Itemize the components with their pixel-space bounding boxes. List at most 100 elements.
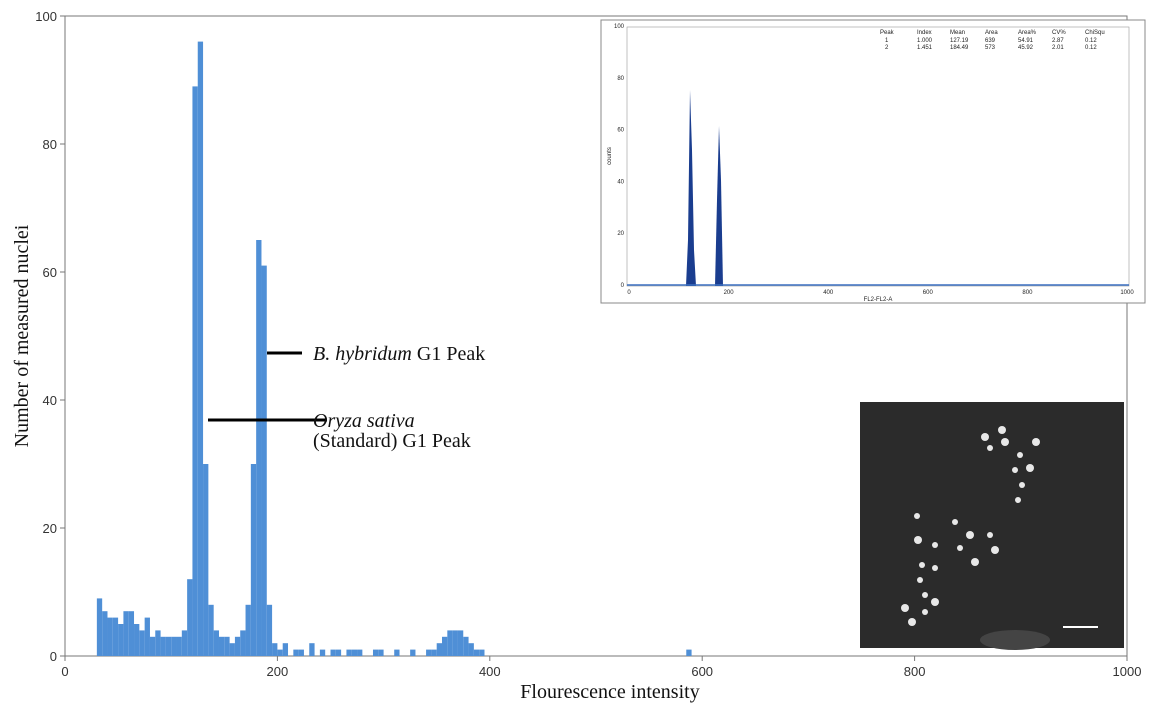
bar xyxy=(394,650,399,656)
bar xyxy=(256,240,261,656)
bar xyxy=(442,637,447,656)
inset-header: Area% xyxy=(1018,30,1037,36)
inset-cell: 639 xyxy=(985,38,996,44)
inset-y-tick: 20 xyxy=(617,231,624,237)
bar xyxy=(145,618,150,656)
inset-x-tick: 800 xyxy=(1022,290,1033,296)
x-tick-label: 1000 xyxy=(1113,664,1142,679)
bar xyxy=(166,637,171,656)
bar xyxy=(230,643,235,656)
annotation-text: G1 Peak xyxy=(417,343,485,365)
inset-cell: 45.92 xyxy=(1018,45,1034,51)
inset-cell: 1.451 xyxy=(917,45,933,51)
bar xyxy=(203,464,208,656)
bar xyxy=(331,650,336,656)
bar xyxy=(437,643,442,656)
bar xyxy=(224,637,229,656)
inset-x-tick: 400 xyxy=(823,290,834,296)
bar xyxy=(474,650,479,656)
inset-cell: 54.91 xyxy=(1018,38,1034,44)
inset-cell: 127.19 xyxy=(950,38,969,44)
bar xyxy=(246,605,251,656)
bar xyxy=(458,630,463,656)
bar xyxy=(447,630,452,656)
bar xyxy=(198,42,203,656)
annotation: B. hybridum G1 Peak xyxy=(313,343,485,365)
bar xyxy=(171,637,176,656)
x-axis-label: Flourescence intensity xyxy=(520,681,699,703)
bar xyxy=(182,630,187,656)
bar xyxy=(267,605,272,656)
bar xyxy=(134,624,139,656)
bar xyxy=(431,650,436,656)
bar xyxy=(410,650,415,656)
bar xyxy=(293,650,298,656)
bar xyxy=(97,598,102,656)
bar xyxy=(240,630,245,656)
bar xyxy=(309,643,314,656)
bar xyxy=(192,86,197,656)
bar xyxy=(123,611,128,656)
bar xyxy=(346,650,351,656)
annotation-text: (Standard) G1 Peak xyxy=(313,430,471,452)
bar xyxy=(219,637,224,656)
y-tick-label: 80 xyxy=(43,137,57,152)
bar xyxy=(107,618,112,656)
annotation-italic: B. hybridum xyxy=(313,343,412,365)
bar xyxy=(352,650,357,656)
x-tick-label: 600 xyxy=(691,664,713,679)
y-tick-label: 20 xyxy=(43,521,57,536)
inset-header: Area xyxy=(985,30,998,36)
bar xyxy=(150,637,155,656)
bar xyxy=(277,650,282,656)
inset-header: Peak xyxy=(880,30,895,36)
bar xyxy=(479,650,484,656)
bar xyxy=(155,630,160,656)
bar xyxy=(251,464,256,656)
inset-x-tick: 1000 xyxy=(1120,290,1134,296)
bar xyxy=(129,611,134,656)
y-axis-label: Number of measured nuclei xyxy=(11,224,33,447)
blur xyxy=(980,630,1050,650)
y-tick-label: 100 xyxy=(35,9,57,24)
inset-cell: 2.87 xyxy=(1052,38,1064,44)
y-tick-label: 0 xyxy=(50,649,57,664)
bar xyxy=(113,618,118,656)
bar xyxy=(235,637,240,656)
bar xyxy=(469,643,474,656)
bar xyxy=(118,624,123,656)
y-tick-label: 60 xyxy=(43,265,57,280)
inset-cell: 0.12 xyxy=(1085,45,1097,51)
inset-header: Index xyxy=(917,30,932,36)
annotation-italic: Oryza sativa xyxy=(313,410,415,432)
inset-x-tick: 600 xyxy=(923,290,934,296)
inset-y-tick: 100 xyxy=(614,24,625,30)
bar xyxy=(463,637,468,656)
bar xyxy=(378,650,383,656)
bar xyxy=(320,650,325,656)
bar xyxy=(161,637,166,656)
bar xyxy=(686,650,691,656)
bar xyxy=(102,611,107,656)
x-tick-label: 200 xyxy=(267,664,289,679)
bar xyxy=(187,579,192,656)
inset-cell: 184.49 xyxy=(950,45,969,51)
inset-y-tick: 60 xyxy=(617,128,624,134)
micrograph xyxy=(860,402,1124,650)
inset-cell: 2.01 xyxy=(1052,45,1064,51)
bar xyxy=(453,630,458,656)
y-tick-label: 40 xyxy=(43,393,57,408)
inset-cell: 1.000 xyxy=(917,38,933,44)
chart: PeakIndexMeanAreaArea%CV%ChiSqu11.000127… xyxy=(0,0,1155,705)
bar xyxy=(261,266,266,656)
bar xyxy=(139,630,144,656)
inset-chart: PeakIndexMeanAreaArea%CV%ChiSqu11.000127… xyxy=(601,20,1145,303)
x-tick-label: 0 xyxy=(61,664,68,679)
micrograph-bg xyxy=(860,402,1124,648)
bar xyxy=(357,650,362,656)
bar xyxy=(336,650,341,656)
inset-cell: 0.12 xyxy=(1085,38,1097,44)
bar xyxy=(426,650,431,656)
bar xyxy=(208,605,213,656)
x-tick-label: 400 xyxy=(479,664,501,679)
